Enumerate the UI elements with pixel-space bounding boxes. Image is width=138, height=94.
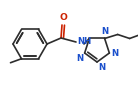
Text: NH: NH [77,36,91,45]
Text: N: N [98,63,105,72]
Text: N: N [76,54,84,63]
Text: O: O [59,13,67,22]
Text: N: N [101,27,108,36]
Text: N: N [111,49,119,58]
